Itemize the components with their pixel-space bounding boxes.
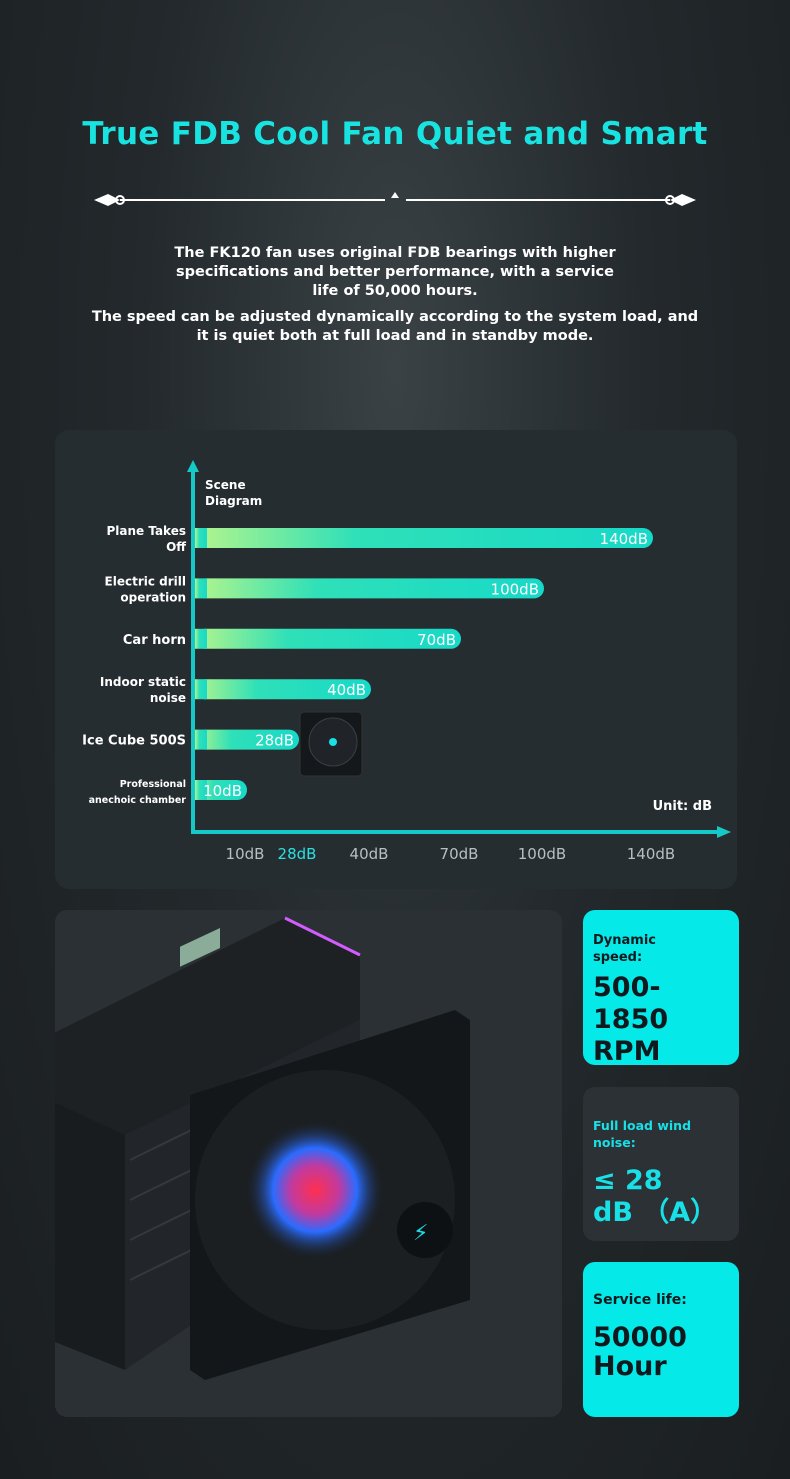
spec-value: 500-1850 bbox=[593, 972, 669, 1035]
x-tick-label: 40dB bbox=[350, 845, 389, 863]
cooler-thumbnail-logo bbox=[329, 738, 337, 746]
spec-card-speed: Dynamic speed: 500-1850 RPM bbox=[583, 910, 739, 1067]
bar-value-label: 70dB bbox=[417, 631, 456, 649]
bar-cap bbox=[195, 578, 207, 599]
spec-value: ≤ 28 bbox=[593, 1165, 663, 1196]
bar-cap bbox=[195, 679, 207, 700]
spec-value: RPM bbox=[593, 1036, 661, 1067]
category-label: anechoic chamber bbox=[89, 795, 187, 806]
spec-card-noise: Full load wind noise: ≤ 28 dB （A） bbox=[583, 1087, 739, 1241]
ornament-divider bbox=[94, 192, 696, 206]
spec-value: dB （A） bbox=[593, 1197, 718, 1228]
bar-value-label: 140dB bbox=[600, 530, 648, 548]
spec-card-life: Service life: 50000 Hour bbox=[583, 1262, 739, 1417]
spec-label: speed: bbox=[593, 950, 643, 965]
bar-value-label: 40dB bbox=[327, 681, 366, 699]
cpu-cooler-illustration: ⚡ bbox=[55, 916, 470, 1380]
spec-label: Dynamic bbox=[593, 933, 657, 948]
bar bbox=[195, 780, 247, 800]
spec-value: 50000 bbox=[593, 1322, 687, 1353]
x-tick-label: 100dB bbox=[518, 845, 566, 863]
bar-value-label: 28dB bbox=[255, 732, 294, 750]
x-tick-label: 28dB bbox=[278, 845, 317, 863]
category-label: Plane Takes bbox=[106, 524, 186, 538]
bar bbox=[195, 679, 371, 700]
bar bbox=[195, 578, 544, 599]
page-title: True FDB Cool Fan Quiet and Smart bbox=[82, 116, 708, 152]
x-tick-label: 70dB bbox=[440, 845, 479, 863]
category-label: Car horn bbox=[123, 633, 186, 648]
category-label: Ice Cube 500S bbox=[82, 734, 186, 749]
bar bbox=[195, 528, 653, 548]
spec-label: Full load wind noise: bbox=[593, 1118, 692, 1150]
x-tick-label: 10dB bbox=[226, 845, 265, 863]
spec-label: Service life: bbox=[593, 1292, 687, 1308]
desc-line: it is quiet both at full load and in sta… bbox=[196, 328, 594, 344]
y-axis-arrow bbox=[187, 460, 199, 472]
desc-line: life of 50,000 hours. bbox=[312, 283, 478, 299]
spec-value: Hour bbox=[593, 1351, 667, 1382]
bar bbox=[195, 729, 299, 750]
category-label: Indoor static bbox=[100, 675, 186, 689]
desc-line: The speed can be adjusted dynamically ac… bbox=[91, 309, 699, 325]
y-axis-title: Diagram bbox=[205, 494, 262, 508]
product-image: ⚡ bbox=[55, 910, 562, 1417]
bar-value-label: 10dB bbox=[203, 782, 242, 800]
category-label: noise bbox=[150, 691, 186, 705]
bar-value-label: 100dB bbox=[491, 580, 539, 598]
x-axis-arrow bbox=[717, 826, 731, 838]
y-axis-title: Scene bbox=[205, 478, 246, 492]
category-label: Off bbox=[166, 540, 186, 554]
desc-line: The FK120 fan uses original FDB bearings… bbox=[174, 245, 616, 261]
bar-cap bbox=[195, 780, 207, 800]
bar-cap bbox=[195, 528, 207, 548]
category-label: Electric drill bbox=[105, 574, 186, 588]
noise-chart: Scene Diagram Unit: dB 140dB Plane Takes Off 1… bbox=[82, 460, 731, 863]
x-tick-label: 140dB bbox=[627, 845, 675, 863]
noise-chart-panel: Scene Diagram Unit: dB 140dB Plane Takes Off 1… bbox=[55, 430, 737, 889]
desc-line: specifications and better performance, w… bbox=[175, 264, 614, 280]
bar-cap bbox=[195, 729, 207, 750]
category-label: operation bbox=[120, 590, 186, 604]
svg-text:⚡: ⚡ bbox=[413, 1221, 428, 1246]
category-label: Professional bbox=[120, 779, 186, 790]
unit-label: Unit: dB bbox=[653, 799, 712, 814]
bar-cap bbox=[195, 628, 207, 649]
bar bbox=[195, 628, 461, 649]
